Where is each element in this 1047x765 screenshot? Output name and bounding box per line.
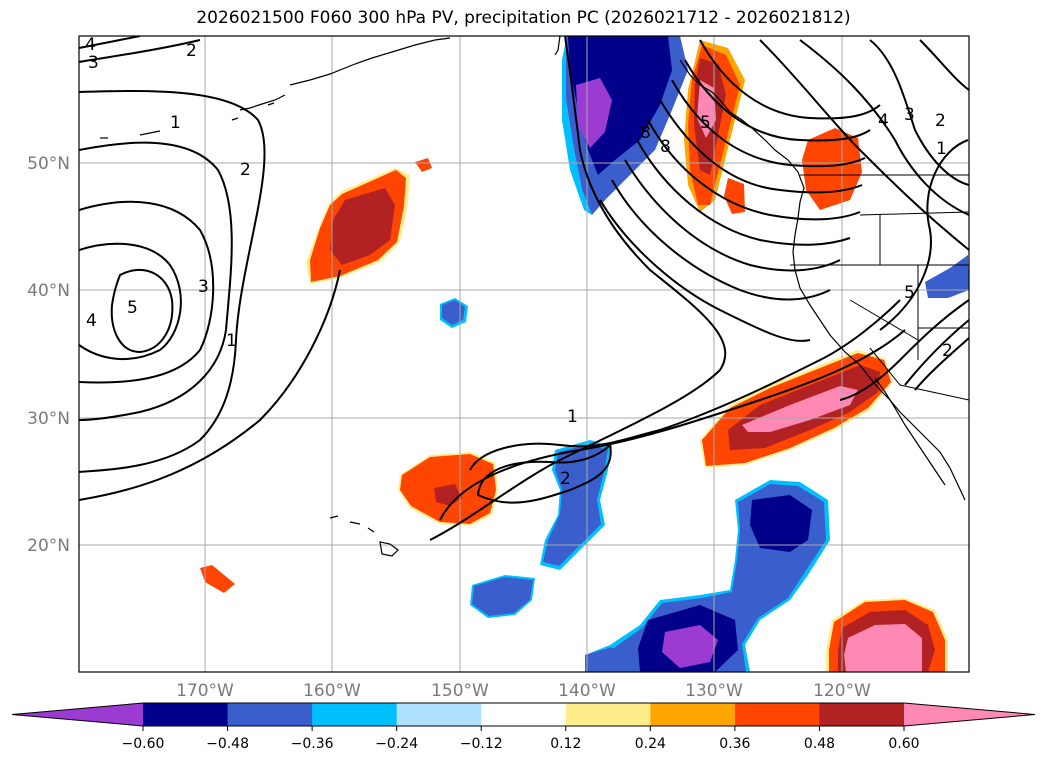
lon-label-170w: 170°W	[176, 681, 234, 701]
colorbar-swatch	[565, 703, 651, 726]
pv-contour-2-jet	[469, 299, 901, 471]
map-title: 2026021500 F060 300 hPa PV, precipitatio…	[196, 8, 851, 28]
baja-peninsula	[874, 377, 946, 486]
lon-label-140w: 140°W	[558, 681, 616, 701]
latitude-labels: 50°N 40°N 30°N 20°N	[27, 154, 70, 556]
colorbar-swatch	[819, 703, 905, 726]
pv-contour-labels: 4 3 2 1 2 3 5 4 1 1 2 8 8 5 4 3 2 1 5 2	[85, 35, 953, 489]
colorbar-swatch	[650, 703, 736, 726]
colorbar-tick-label: 0.60	[888, 736, 919, 752]
contour-label: 2	[935, 111, 946, 131]
contour-label: 3	[904, 105, 915, 125]
contour-label: 5	[127, 298, 138, 318]
lat-label-30n: 30°N	[27, 409, 70, 429]
precip-negative-interior	[925, 255, 969, 298]
contour-label: 2	[240, 160, 251, 180]
contour-label: 1	[936, 139, 947, 159]
lat-label-40n: 40°N	[27, 281, 70, 301]
colorbar-swatch	[481, 703, 567, 726]
colorbar-tick-label: 0.12	[550, 736, 581, 752]
colorbar-swatch	[734, 703, 820, 726]
contour-label: 5	[700, 113, 711, 133]
longitude-labels: 170°W 160°W 150°W 140°W 130°W 120°W	[176, 681, 871, 701]
contour-label: 3	[88, 53, 99, 73]
pv-contour-3-west	[79, 200, 215, 384]
lon-label-150w: 150°W	[431, 681, 489, 701]
colorbar-swatch	[396, 703, 482, 726]
colorbar-tick-label: −0.24	[375, 736, 418, 752]
lon-label-160w: 160°W	[303, 681, 361, 701]
contour-label: 3	[198, 277, 209, 297]
colorbar-tick-label: −0.12	[460, 736, 503, 752]
contour-label: 4	[878, 111, 889, 131]
colorbar-tick-label: −0.36	[291, 736, 334, 752]
contour-label: 1	[226, 331, 237, 351]
contour-label: 8	[640, 123, 651, 143]
contour-label: 4	[86, 311, 97, 331]
contour-label: 2	[186, 41, 197, 61]
hawaii-islands	[329, 515, 399, 557]
colorbar-swatch	[227, 703, 313, 726]
lat-label-50n: 50°N	[27, 154, 70, 174]
colorbar: −0.60 −0.48 −0.36 −0.24 −0.12 0.12 0.24 0.36 0.4…	[11, 702, 1036, 752]
contour-label: 4	[85, 35, 96, 55]
map-content: 4 3 2 1 2 3 5 4 1 1 2 8 8 5 4 3 2 1 5 2	[79, 35, 969, 672]
pv-contour-1-west	[79, 90, 266, 473]
lat-label-20n: 20°N	[27, 536, 70, 556]
lon-label-130w: 130°W	[685, 681, 743, 701]
precip-positive-west	[200, 565, 235, 593]
contour-label: 5	[904, 283, 915, 303]
pv-contour-1-jet	[429, 36, 727, 541]
political-borders	[790, 174, 969, 401]
contour-label: 2	[560, 469, 571, 489]
colorbar-extend-max	[904, 703, 1035, 726]
contour-label: 2	[942, 341, 953, 361]
pv-contour-5-west	[110, 269, 174, 354]
pv-contour-4-west	[79, 242, 182, 361]
graticule	[79, 36, 969, 672]
aleutian-islands	[289, 37, 451, 86]
colorbar-tick-label: −0.60	[122, 736, 165, 752]
colorbar-tick-label: 0.24	[635, 736, 666, 752]
contour-label: 1	[170, 113, 181, 133]
colorbar-tick-label: 0.36	[719, 736, 750, 752]
colorbar-tick-label: −0.48	[206, 736, 249, 752]
lon-label-120w: 120°W	[813, 681, 871, 701]
colorbar-extend-min	[12, 703, 143, 726]
colorbar-tick-label: 0.48	[804, 736, 835, 752]
pv-contours	[79, 36, 969, 541]
pv-contour-2-loop	[476, 442, 612, 504]
pv-contour-2-west	[79, 141, 233, 421]
colorbar-swatch	[143, 703, 229, 726]
map-frame	[78, 35, 970, 673]
contour-label: 1	[567, 407, 578, 427]
colorbar-swatch	[312, 703, 398, 726]
contour-label: 8	[660, 137, 671, 157]
